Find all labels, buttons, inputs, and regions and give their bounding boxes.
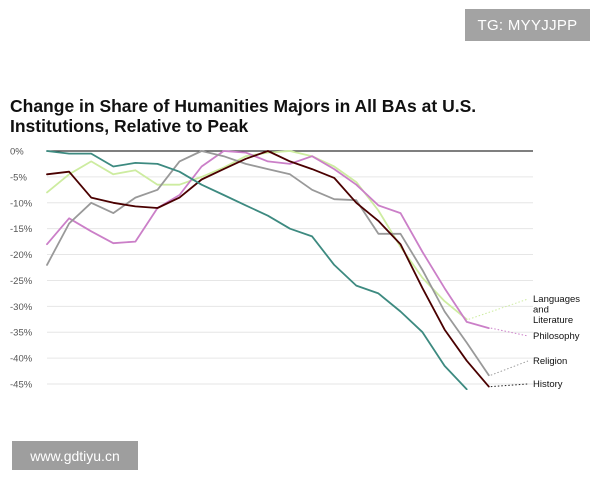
series-line-history bbox=[46, 150, 490, 388]
legend-leader-line bbox=[468, 298, 529, 320]
legend-label: History bbox=[533, 379, 563, 390]
y-tick-label: -40% bbox=[10, 354, 33, 365]
series-line-unlabeled bbox=[46, 150, 468, 390]
legend-label: Literature bbox=[533, 315, 573, 326]
y-tick-label: -45% bbox=[10, 380, 33, 391]
y-tick-label: -35% bbox=[10, 328, 33, 339]
watermark-bottom-text: www.gdtiyu.cn bbox=[30, 447, 120, 464]
legend-label: Philosophy bbox=[533, 331, 580, 342]
y-tick-label: -5% bbox=[10, 172, 27, 183]
y-tick-label: -15% bbox=[10, 224, 33, 235]
chart-title: Change in Share of Humanities Majors in … bbox=[10, 96, 477, 136]
chart-series-lines bbox=[46, 150, 490, 390]
series-line-languages-and-literature bbox=[46, 150, 468, 321]
legend-leader-line bbox=[490, 383, 529, 388]
y-tick-label: -30% bbox=[10, 302, 33, 313]
legend-leader-line bbox=[490, 327, 529, 337]
series-line-religion bbox=[46, 150, 490, 377]
y-tick-label: -25% bbox=[10, 276, 33, 287]
series-line-philosophy bbox=[46, 150, 490, 330]
legend-label: Religion bbox=[533, 356, 567, 367]
legend-label: and bbox=[533, 305, 549, 316]
watermark-top-text: TG: MYYJJPP bbox=[477, 16, 578, 34]
chart-gridlines bbox=[47, 150, 533, 385]
y-axis-tick-labels: 0% -5% -10% -15% -20% -25% -30% -35% -40% -45% bbox=[10, 147, 33, 391]
watermark-top-badge: TG: MYYJJPP bbox=[465, 9, 590, 41]
y-tick-label: 0% bbox=[10, 147, 24, 158]
y-tick-label: -20% bbox=[10, 250, 33, 261]
legend-leader-line bbox=[490, 360, 529, 376]
watermark-bottom-badge: www.gdtiyu.cn bbox=[12, 441, 138, 470]
legend-label: Languages bbox=[533, 294, 580, 305]
y-tick-label: -10% bbox=[10, 198, 33, 209]
